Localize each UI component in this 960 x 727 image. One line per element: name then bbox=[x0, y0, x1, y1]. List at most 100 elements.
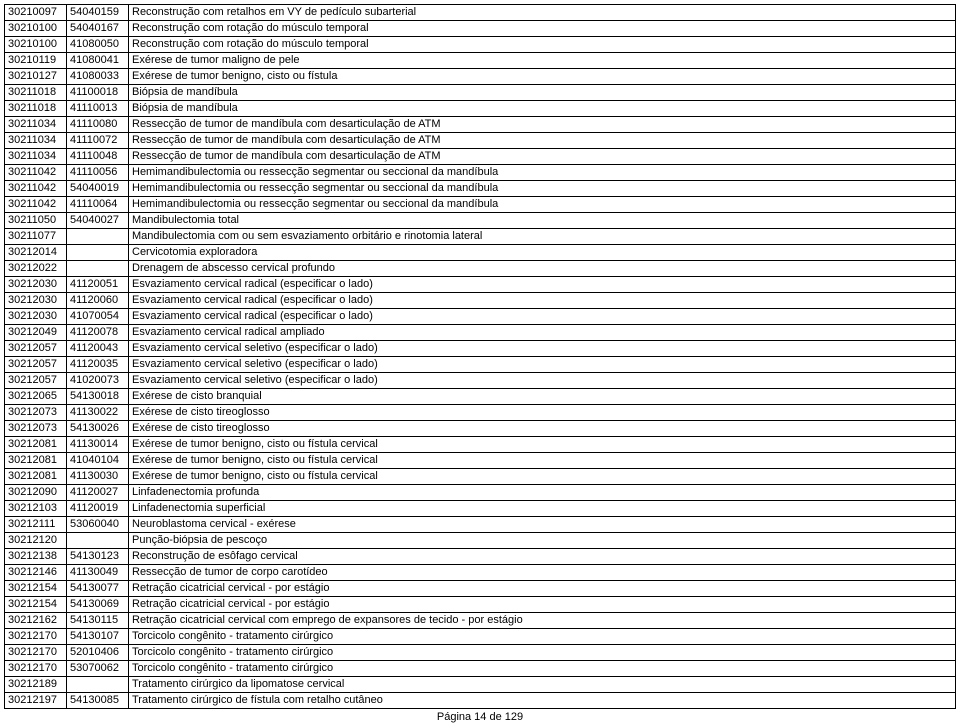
code-2: 41080050 bbox=[67, 37, 129, 53]
code-2 bbox=[67, 245, 129, 261]
code-1: 30212014 bbox=[5, 245, 67, 261]
code-1: 30210100 bbox=[5, 21, 67, 37]
code-2: 41130014 bbox=[67, 437, 129, 453]
table-row: 3021104241110064Hemimandibulectomia ou r… bbox=[5, 197, 956, 213]
table-row: 3021205741120043Esvaziamento cervical se… bbox=[5, 341, 956, 357]
codes-table: 3021009754040159Reconstrução com retalho… bbox=[4, 4, 956, 709]
table-row: 3021209041120027Linfadenectomia profunda bbox=[5, 485, 956, 501]
code-1: 30212030 bbox=[5, 293, 67, 309]
code-2: 41120019 bbox=[67, 501, 129, 517]
code-1: 30212138 bbox=[5, 549, 67, 565]
code-2 bbox=[67, 261, 129, 277]
code-1: 30211042 bbox=[5, 197, 67, 213]
code-1: 30212197 bbox=[5, 693, 67, 709]
code-1: 30211034 bbox=[5, 133, 67, 149]
code-2: 54130107 bbox=[67, 629, 129, 645]
description: Ressecção de tumor de mandíbula com desa… bbox=[129, 117, 956, 133]
page-footer: Página 14 de 129 bbox=[4, 711, 956, 723]
code-2: 54130115 bbox=[67, 613, 129, 629]
description: Ressecção de tumor de mandíbula com desa… bbox=[129, 149, 956, 165]
description: Esvaziamento cervical seletivo (especifi… bbox=[129, 357, 956, 373]
table-row: 3021210341120019Linfadenectomia superfic… bbox=[5, 501, 956, 517]
code-1: 30212170 bbox=[5, 661, 67, 677]
description: Hemimandibulectomia ou ressecção segment… bbox=[129, 197, 956, 213]
description: Biópsia de mandíbula bbox=[129, 101, 956, 117]
description: Esvaziamento cervical radical (especific… bbox=[129, 309, 956, 325]
table-row: 3021208141130014Exérese de tumor benigno… bbox=[5, 437, 956, 453]
table-row: 3021103441110072Ressecção de tumor de ma… bbox=[5, 133, 956, 149]
description: Retração cicatricial cervical - por está… bbox=[129, 597, 956, 613]
code-1: 30212189 bbox=[5, 677, 67, 693]
code-1: 30212057 bbox=[5, 357, 67, 373]
table-row: 3021213854130123Reconstrução de esôfago … bbox=[5, 549, 956, 565]
code-2: 41080033 bbox=[67, 69, 129, 85]
table-row: 3021208141040104Exérese de tumor benigno… bbox=[5, 453, 956, 469]
description: Exérese de cisto branquial bbox=[129, 389, 956, 405]
table-row: 3021219754130085Tratamento cirúrgico de … bbox=[5, 693, 956, 709]
table-row: 3021103441110048Ressecção de tumor de ma… bbox=[5, 149, 956, 165]
description: Exérese de cisto tireoglosso bbox=[129, 421, 956, 437]
description: Mandibulectomia com ou sem esvaziamento … bbox=[129, 229, 956, 245]
code-2: 41110064 bbox=[67, 197, 129, 213]
code-2: 41080041 bbox=[67, 53, 129, 69]
description: Reconstrução com retalhos em VY de pedíc… bbox=[129, 5, 956, 21]
table-row: 3021205741020073Esvaziamento cervical se… bbox=[5, 373, 956, 389]
table-row: 3021011941080041Exérese de tumor maligno… bbox=[5, 53, 956, 69]
code-1: 30211034 bbox=[5, 149, 67, 165]
table-row: 3021215454130069Retração cicatricial cer… bbox=[5, 597, 956, 613]
code-1: 30211042 bbox=[5, 181, 67, 197]
code-2 bbox=[67, 677, 129, 693]
description: Neuroblastoma cervical - exérese bbox=[129, 517, 956, 533]
code-2: 53070062 bbox=[67, 661, 129, 677]
code-1: 30211077 bbox=[5, 229, 67, 245]
description: Reconstrução com rotação do músculo temp… bbox=[129, 21, 956, 37]
table-row: 3021103441110080Ressecção de tumor de ma… bbox=[5, 117, 956, 133]
code-2: 54040019 bbox=[67, 181, 129, 197]
code-1: 30212103 bbox=[5, 501, 67, 517]
code-2: 54130077 bbox=[67, 581, 129, 597]
code-2: 41070054 bbox=[67, 309, 129, 325]
description: Exérese de tumor benigno, cisto ou fístu… bbox=[129, 469, 956, 485]
code-1: 30212162 bbox=[5, 613, 67, 629]
description: Ressecção de tumor de corpo carotídeo bbox=[129, 565, 956, 581]
table-row: 30212022 Drenagem de abscesso cervical pr… bbox=[5, 261, 956, 277]
description: Exérese de tumor benigno, cisto ou fístu… bbox=[129, 437, 956, 453]
code-1: 30212090 bbox=[5, 485, 67, 501]
description: Exérese de tumor maligno de pele bbox=[129, 53, 956, 69]
code-2: 41120035 bbox=[67, 357, 129, 373]
code-1: 30212065 bbox=[5, 389, 67, 405]
description: Esvaziamento cervical radical (especific… bbox=[129, 293, 956, 309]
table-row: 3021216254130115Retração cicatricial cer… bbox=[5, 613, 956, 629]
table-row: 3021203041120051Esvaziamento cervical ra… bbox=[5, 277, 956, 293]
code-1: 30210127 bbox=[5, 69, 67, 85]
description: Esvaziamento cervical radical ampliado bbox=[129, 325, 956, 341]
table-row: 3021206554130018Exérese de cisto branqui… bbox=[5, 389, 956, 405]
description: Torcicolo congênito - tratamento cirúrgi… bbox=[129, 645, 956, 661]
code-2: 41120060 bbox=[67, 293, 129, 309]
code-1: 30212120 bbox=[5, 533, 67, 549]
code-1: 30211034 bbox=[5, 117, 67, 133]
table-row: 3021009754040159Reconstrução com retalho… bbox=[5, 5, 956, 21]
code-1: 30211042 bbox=[5, 165, 67, 181]
table-row: 3021211153060040Neuroblastoma cervical -… bbox=[5, 517, 956, 533]
code-1: 30212022 bbox=[5, 261, 67, 277]
code-1: 30212057 bbox=[5, 341, 67, 357]
code-1: 30212049 bbox=[5, 325, 67, 341]
table-row: 3021101841100018Biópsia de mandíbula bbox=[5, 85, 956, 101]
code-2: 54130123 bbox=[67, 549, 129, 565]
table-row: 3021104254040019Hemimandibulectomia ou r… bbox=[5, 181, 956, 197]
table-row: 30212189Tratamento cirúrgico da lipomato… bbox=[5, 677, 956, 693]
description: Retração cicatricial cervical com empreg… bbox=[129, 613, 956, 629]
code-2: 54130026 bbox=[67, 421, 129, 437]
description: Punção-biópsia de pescoço bbox=[129, 533, 956, 549]
code-1: 30211018 bbox=[5, 101, 67, 117]
table-row: 3021010041080050Reconstrução com rotação… bbox=[5, 37, 956, 53]
table-row: 30212014Cervicotomia exploradora bbox=[5, 245, 956, 261]
description: Reconstrução de esôfago cervical bbox=[129, 549, 956, 565]
description: Hemimandibulectomia ou ressecção segment… bbox=[129, 165, 956, 181]
table-row: 3021205741120035Esvaziamento cervical se… bbox=[5, 357, 956, 373]
table-row: 3021012741080033Exérese de tumor benigno… bbox=[5, 69, 956, 85]
description: Drenagem de abscesso cervical profundo bbox=[129, 261, 956, 277]
description: Tratamento cirúrgico de fístula com reta… bbox=[129, 693, 956, 709]
code-2: 54040167 bbox=[67, 21, 129, 37]
